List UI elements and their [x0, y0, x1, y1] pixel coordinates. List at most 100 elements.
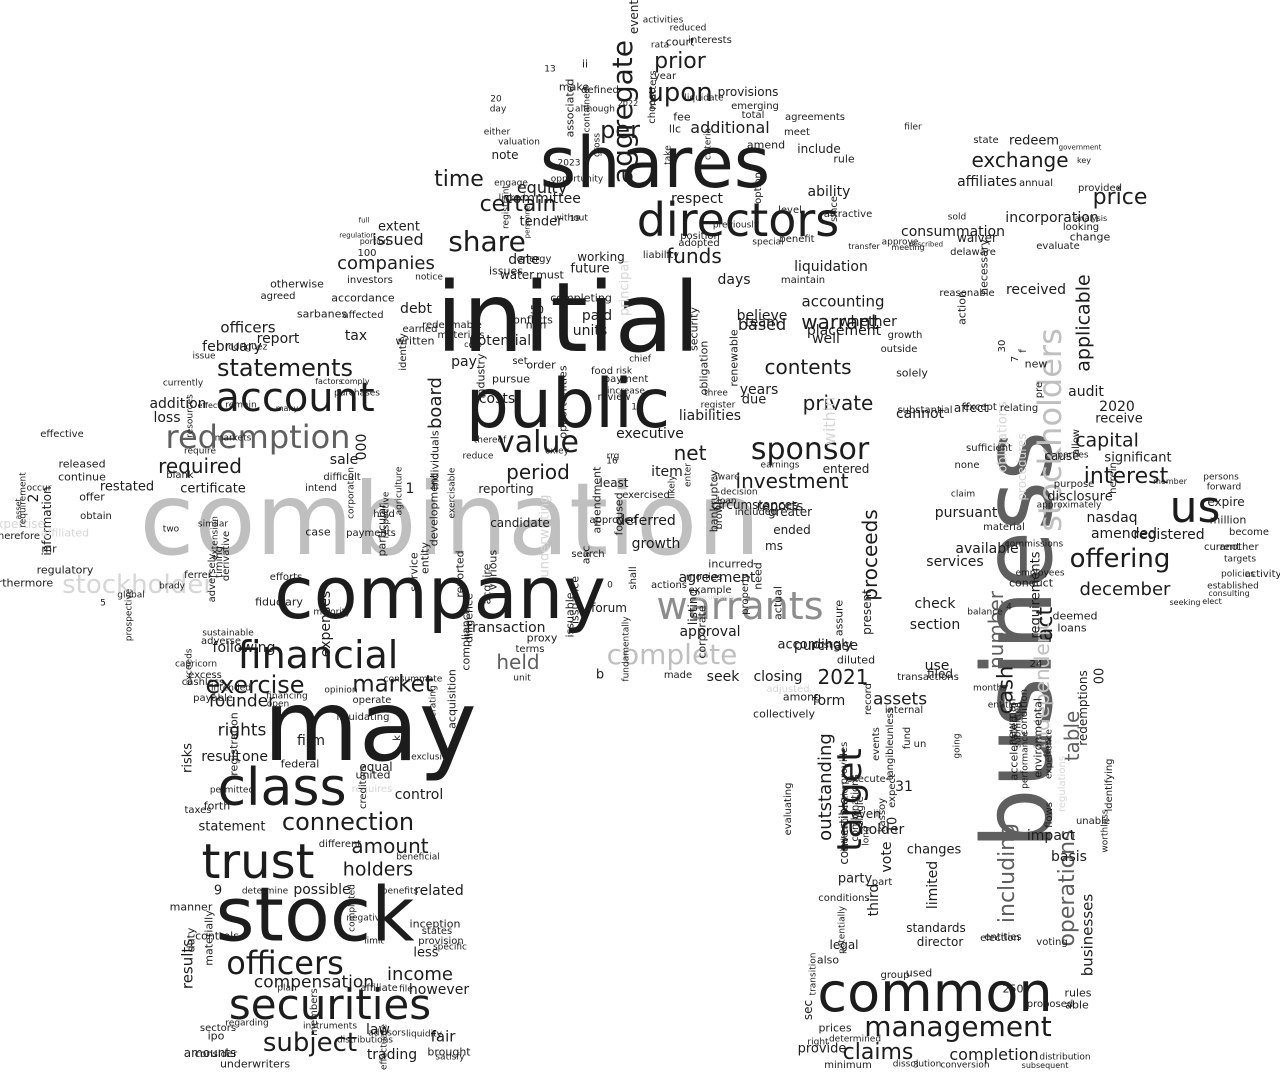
cloud-word: controls — [195, 929, 239, 943]
cloud-word: less — [413, 945, 439, 961]
cloud-word: flows — [1044, 802, 1055, 828]
cloud-word: control — [394, 787, 444, 803]
cloud-word: underwriters — [219, 1057, 291, 1071]
cloud-word: deferred — [616, 513, 676, 529]
cloud-word: distribution — [1039, 1052, 1091, 1063]
cloud-word: net — [673, 441, 707, 465]
cloud-word: resources — [185, 394, 196, 438]
cloud-word: subsequent — [1021, 1061, 1069, 1070]
cloud-word: open — [266, 699, 290, 710]
cloud-word: manner — [169, 900, 213, 914]
cloud-word: agriculture — [394, 466, 405, 516]
cloud-word: respect — [670, 191, 724, 207]
cloud-word: monies — [685, 572, 723, 583]
cloud-word: example — [688, 585, 732, 596]
cloud-word: reported — [453, 550, 467, 598]
cloud-word: amend — [746, 138, 786, 152]
cloud-word: member — [1153, 477, 1187, 486]
cloud-word: 2 — [26, 493, 42, 503]
cloud-word: comply — [340, 377, 370, 386]
cloud-word: result — [201, 749, 241, 765]
cloud-word: earned — [402, 324, 438, 335]
cloud-word: assets — [872, 689, 928, 710]
cloud-word: reasonable — [939, 288, 995, 299]
cloud-word: purpose — [1053, 479, 1095, 490]
cloud-word: liquidation — [794, 259, 868, 275]
cloud-word: committee — [505, 191, 581, 207]
cloud-word: forth — [203, 799, 231, 813]
cloud-word: diluted — [836, 653, 876, 667]
cloud-word: intend — [305, 483, 337, 494]
cloud-word: amounts — [183, 1046, 237, 1060]
cloud-word: warrants — [656, 584, 824, 628]
cloud-word: 50 — [530, 303, 544, 317]
cloud-word: engage — [494, 178, 528, 189]
cloud-word: entered — [822, 462, 870, 476]
cloud-word: section — [909, 617, 961, 633]
cloud-word: continue — [58, 470, 106, 484]
cloud-word: instruments — [302, 1021, 358, 1032]
cloud-word: government — [1058, 143, 1102, 152]
cloud-word: greater — [767, 505, 813, 519]
cloud-word: markets — [214, 433, 252, 444]
cloud-word: exclusive — [411, 752, 453, 763]
cloud-word: corporate — [695, 605, 709, 659]
cloud-word: debt — [400, 301, 432, 317]
cloud-word: statement — [198, 819, 266, 835]
cloud-word: f — [1018, 349, 1029, 353]
cloud-word: exercise — [205, 671, 305, 699]
cloud-word: per — [600, 116, 640, 144]
cloud-word: limit — [364, 936, 384, 947]
cloud-word: among — [782, 690, 822, 704]
cloud-word: although — [575, 104, 615, 115]
cloud-word: un — [913, 739, 927, 750]
cloud-word: must — [536, 268, 564, 282]
cloud-word: law — [366, 1022, 390, 1038]
cloud-word: held — [496, 650, 540, 674]
cloud-word: exceeds — [184, 648, 195, 686]
cloud-word: another — [1219, 542, 1259, 553]
cloud-word: performance — [1020, 731, 1031, 789]
cloud-word: rules — [1064, 986, 1092, 1000]
cloud-word: option — [753, 172, 764, 204]
cloud-word: pre — [1034, 381, 1045, 399]
cloud-word: redeem — [1009, 133, 1059, 149]
cloud-word: provided — [1078, 183, 1122, 194]
cloud-word: experience — [1044, 729, 1055, 779]
cloud-word: transactions — [897, 672, 959, 683]
cloud-word: years — [739, 382, 779, 398]
cloud-word: except — [963, 402, 997, 413]
cloud-word: reports — [756, 499, 804, 515]
cloud-word: 30 — [997, 339, 1008, 353]
cloud-word: renewable — [727, 329, 741, 387]
cloud-word: k — [392, 735, 403, 741]
cloud-word: sarbanes — [296, 307, 348, 321]
cloud-word: sufficient — [966, 443, 1012, 454]
cloud-word: board — [425, 377, 446, 429]
cloud-word: costs — [478, 391, 516, 407]
cloud-word: intended — [211, 683, 251, 694]
cloud-word: registered — [1133, 527, 1205, 543]
cloud-word: officers — [220, 318, 276, 337]
cloud-word: negative — [346, 913, 386, 924]
cloud-word: compensation — [253, 972, 375, 993]
cloud-word: occur — [26, 483, 52, 494]
cloud-word: incorporation — [1005, 210, 1099, 226]
cloud-word: class — [217, 758, 347, 818]
cloud-word: satisfy — [435, 1052, 465, 1063]
cloud-word: effect — [197, 401, 221, 410]
cloud-word: material — [983, 522, 1025, 533]
cloud-word: trading — [366, 1047, 418, 1063]
cloud-word: llc — [668, 122, 682, 136]
cloud-word: approval — [679, 624, 741, 640]
cloud-word: affiliates — [957, 174, 1017, 190]
cloud-word: initial — [436, 262, 700, 374]
cloud-word: made — [663, 670, 693, 681]
cloud-word: properly — [740, 573, 751, 615]
cloud-word: restated — [99, 479, 155, 495]
cloud-word: forum — [591, 601, 627, 615]
cloud-word: aware — [712, 472, 740, 483]
cloud-word: tender — [519, 214, 563, 230]
cloud-word: substantial — [897, 405, 953, 416]
cloud-word: documents — [695, 593, 735, 602]
